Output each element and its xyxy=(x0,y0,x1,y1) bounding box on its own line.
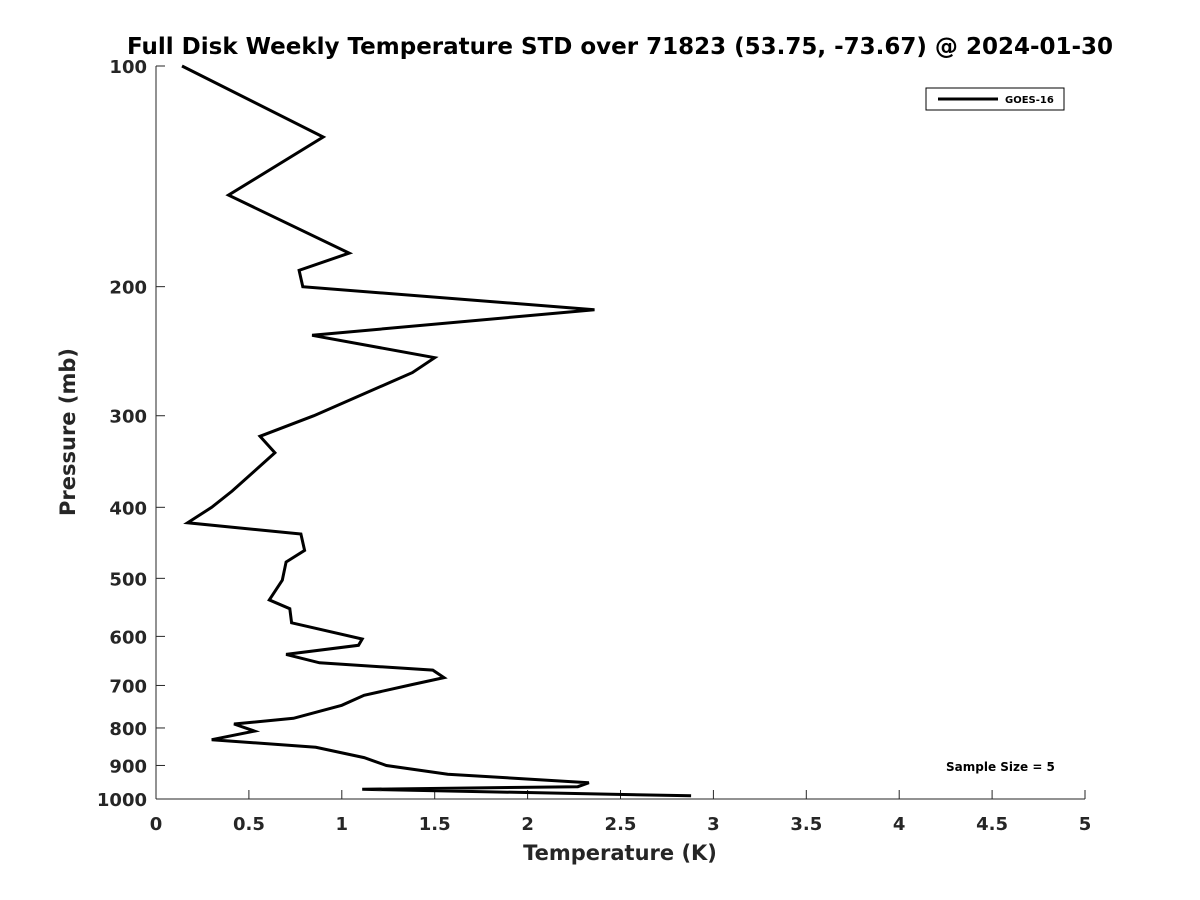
series-layer xyxy=(181,64,692,798)
x-tick-label: 5 xyxy=(1079,814,1092,835)
plot-area xyxy=(155,66,1085,800)
y-axis-ticks: 100 200 300 400 500 600 700 800 900 1000 xyxy=(97,57,165,811)
y-axis-label: Pressure (mb) xyxy=(56,348,80,516)
y-tick-label: 200 xyxy=(109,278,147,299)
y-tick-label: 500 xyxy=(109,569,147,590)
chart-title: Full Disk Weekly Temperature STD over 71… xyxy=(127,34,1113,60)
x-axis-ticks: 0 0.5 1 1.5 2 2.5 3 3.5 4 4.5 5 xyxy=(150,790,1092,835)
x-tick-label: 2 xyxy=(521,814,534,835)
x-tick-label: 0 xyxy=(150,814,163,835)
x-tick-label: 3 xyxy=(707,814,720,835)
x-axis-label: Temperature (K) xyxy=(523,841,717,865)
sample-size-annotation: Sample Size = 5 xyxy=(946,760,1055,774)
y-tick-label: 100 xyxy=(109,57,147,78)
y-tick-label: 700 xyxy=(109,676,147,697)
x-tick-label: 0.5 xyxy=(233,814,265,835)
y-tick-label: 400 xyxy=(109,498,147,519)
y-tick-label: 1000 xyxy=(97,790,147,811)
y-tick-label: 900 xyxy=(109,756,147,777)
x-tick-label: 4.5 xyxy=(976,814,1008,835)
x-tick-label: 4 xyxy=(893,814,906,835)
x-tick-label: 1.5 xyxy=(419,814,451,835)
x-tick-label: 1 xyxy=(336,814,349,835)
series-line-goes-16 xyxy=(181,64,692,798)
legend-label-goes-16: GOES-16 xyxy=(1005,95,1054,106)
x-tick-label: 2.5 xyxy=(605,814,637,835)
y-tick-label: 300 xyxy=(109,407,147,428)
legend: GOES-16 xyxy=(925,87,1065,111)
x-tick-label: 3.5 xyxy=(790,814,822,835)
y-tick-label: 800 xyxy=(109,719,147,740)
y-tick-label: 600 xyxy=(109,627,147,648)
